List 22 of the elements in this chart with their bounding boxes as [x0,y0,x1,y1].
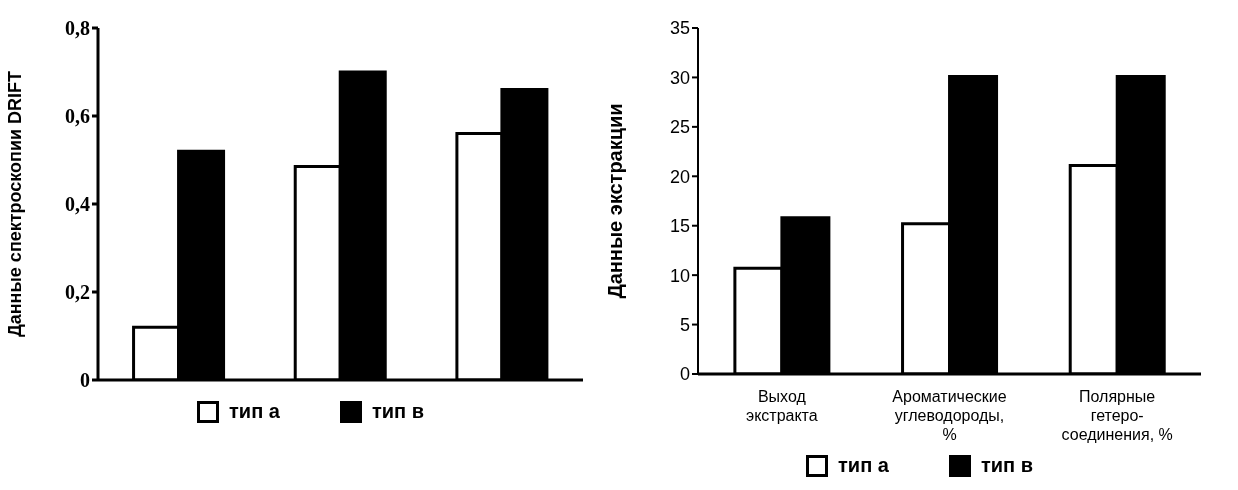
y-tick-label: 35 [669,18,690,39]
legend-label: тип а [838,454,889,477]
x-tick-label: Выход экстракта [745,388,818,424]
y-axis-title: Данные спектроскопии DRIFT [5,70,26,338]
y-tick-label: 30 [669,67,690,88]
y-tick-label: 0 [80,369,90,392]
y-tick-label: 0,6 [65,105,90,128]
x-tick-label: Полярные гетеро-соединения, % [1061,388,1173,443]
y-tick-label: 0,4 [65,193,90,216]
y-tick-label: 0,2 [65,281,90,304]
legend-label: тип в [980,454,1033,477]
x-tick-label: Ароматические углеводороды, % [892,388,1007,443]
y-tick-label: 0 [679,364,690,385]
y-tick-label: 10 [669,265,690,286]
y-tick-label: 5 [679,314,690,335]
y-tick-label: 20 [669,166,690,187]
y-tick-label: 15 [669,216,690,237]
y-tick-label: 0,8 [65,17,90,40]
y-tick-label: 25 [669,117,690,138]
legend-label: тип в [371,400,424,423]
y-axis-title: Данные экстракции [604,103,627,299]
legend-label: тип а [229,400,280,423]
